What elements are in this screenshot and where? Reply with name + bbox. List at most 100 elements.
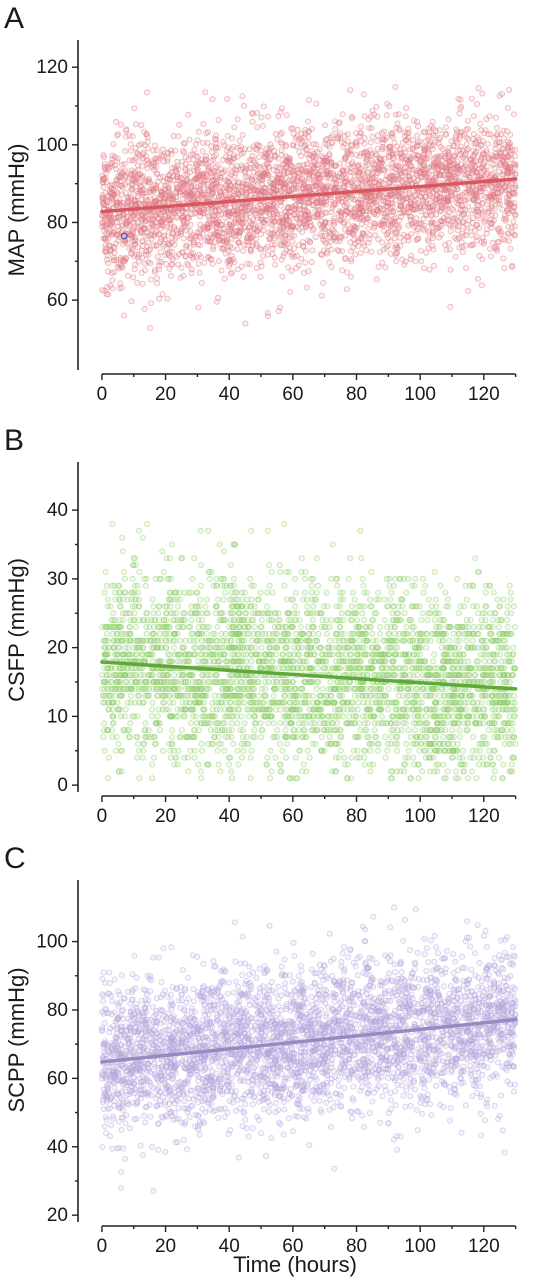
data-point (258, 734, 265, 741)
data-point (470, 113, 477, 120)
data-point (312, 234, 319, 241)
data-point (177, 228, 184, 235)
data-point (156, 209, 163, 216)
data-point (438, 231, 445, 238)
data-point (473, 101, 480, 108)
data-point (436, 171, 443, 178)
data-point (139, 238, 146, 245)
data-point (249, 118, 256, 125)
data-point (438, 222, 445, 229)
data-point (435, 624, 442, 631)
data-point (456, 110, 463, 117)
data-point (375, 263, 382, 270)
data-point (205, 253, 212, 260)
x-tick-label: 80 (346, 384, 367, 405)
data-point (117, 706, 124, 713)
data-point (351, 236, 358, 243)
data-point (373, 276, 380, 283)
data-point (191, 210, 198, 217)
data-point (211, 232, 218, 239)
data-point (264, 527, 271, 534)
data-point (144, 165, 151, 172)
data-point (495, 624, 502, 631)
data-point (458, 129, 465, 136)
data-point (118, 121, 125, 128)
data-point (111, 269, 118, 276)
data-point (373, 103, 380, 110)
data-point (280, 180, 287, 187)
data-point (176, 121, 183, 128)
data-point (500, 596, 507, 603)
data-point (368, 248, 375, 255)
data-point (440, 734, 447, 741)
data-point (414, 123, 421, 130)
data-point (294, 126, 301, 133)
data-point (421, 147, 428, 154)
data-point (511, 231, 518, 238)
data-point (493, 124, 500, 131)
data-point (225, 174, 232, 181)
data-point (447, 303, 454, 310)
data-point (292, 754, 299, 761)
data-point (369, 150, 376, 157)
data-point (481, 219, 488, 226)
data-point (393, 249, 400, 256)
data-point (132, 121, 139, 128)
data-point (400, 237, 407, 244)
data-point (148, 276, 155, 283)
data-point (298, 167, 305, 174)
data-point (395, 223, 402, 230)
data-point (154, 253, 161, 260)
data-point (402, 258, 409, 265)
data-point (410, 754, 417, 761)
data-point (293, 182, 300, 189)
data-point (229, 269, 236, 276)
data-point (135, 142, 142, 149)
data-point (490, 589, 497, 596)
data-point (396, 217, 403, 224)
data-point (485, 197, 492, 204)
data-point (362, 747, 369, 754)
data-point (347, 169, 354, 176)
data-point (464, 117, 471, 124)
data-point (166, 171, 173, 178)
data-point (335, 120, 342, 127)
data-point (445, 196, 452, 203)
data-point (267, 230, 274, 237)
data-point (166, 177, 173, 184)
data-point (457, 734, 464, 741)
data-point (269, 589, 276, 596)
data-point (172, 235, 179, 242)
data-point (237, 166, 244, 173)
data-point (344, 148, 351, 155)
data-point (462, 232, 469, 239)
data-point (278, 175, 285, 182)
data-point (150, 242, 157, 249)
data-point (380, 166, 387, 173)
data-point (462, 206, 469, 213)
data-point (355, 242, 362, 249)
data-point (104, 164, 111, 171)
data-point (328, 209, 335, 216)
data-point (500, 761, 507, 768)
data-point (332, 162, 339, 169)
data-point (315, 175, 322, 182)
data-point (386, 144, 393, 151)
data-point (190, 156, 197, 163)
data-point (186, 244, 193, 251)
data-point (332, 126, 339, 133)
data-point (125, 272, 132, 279)
data-point (329, 226, 336, 233)
data-point (220, 138, 227, 145)
data-point (279, 273, 286, 280)
data-point (442, 130, 449, 137)
data-point (126, 245, 133, 252)
data-point (134, 279, 141, 286)
data-point (301, 269, 308, 276)
data-point (444, 165, 451, 172)
data-point (304, 118, 311, 125)
data-point (122, 148, 129, 155)
data-point (469, 135, 476, 142)
